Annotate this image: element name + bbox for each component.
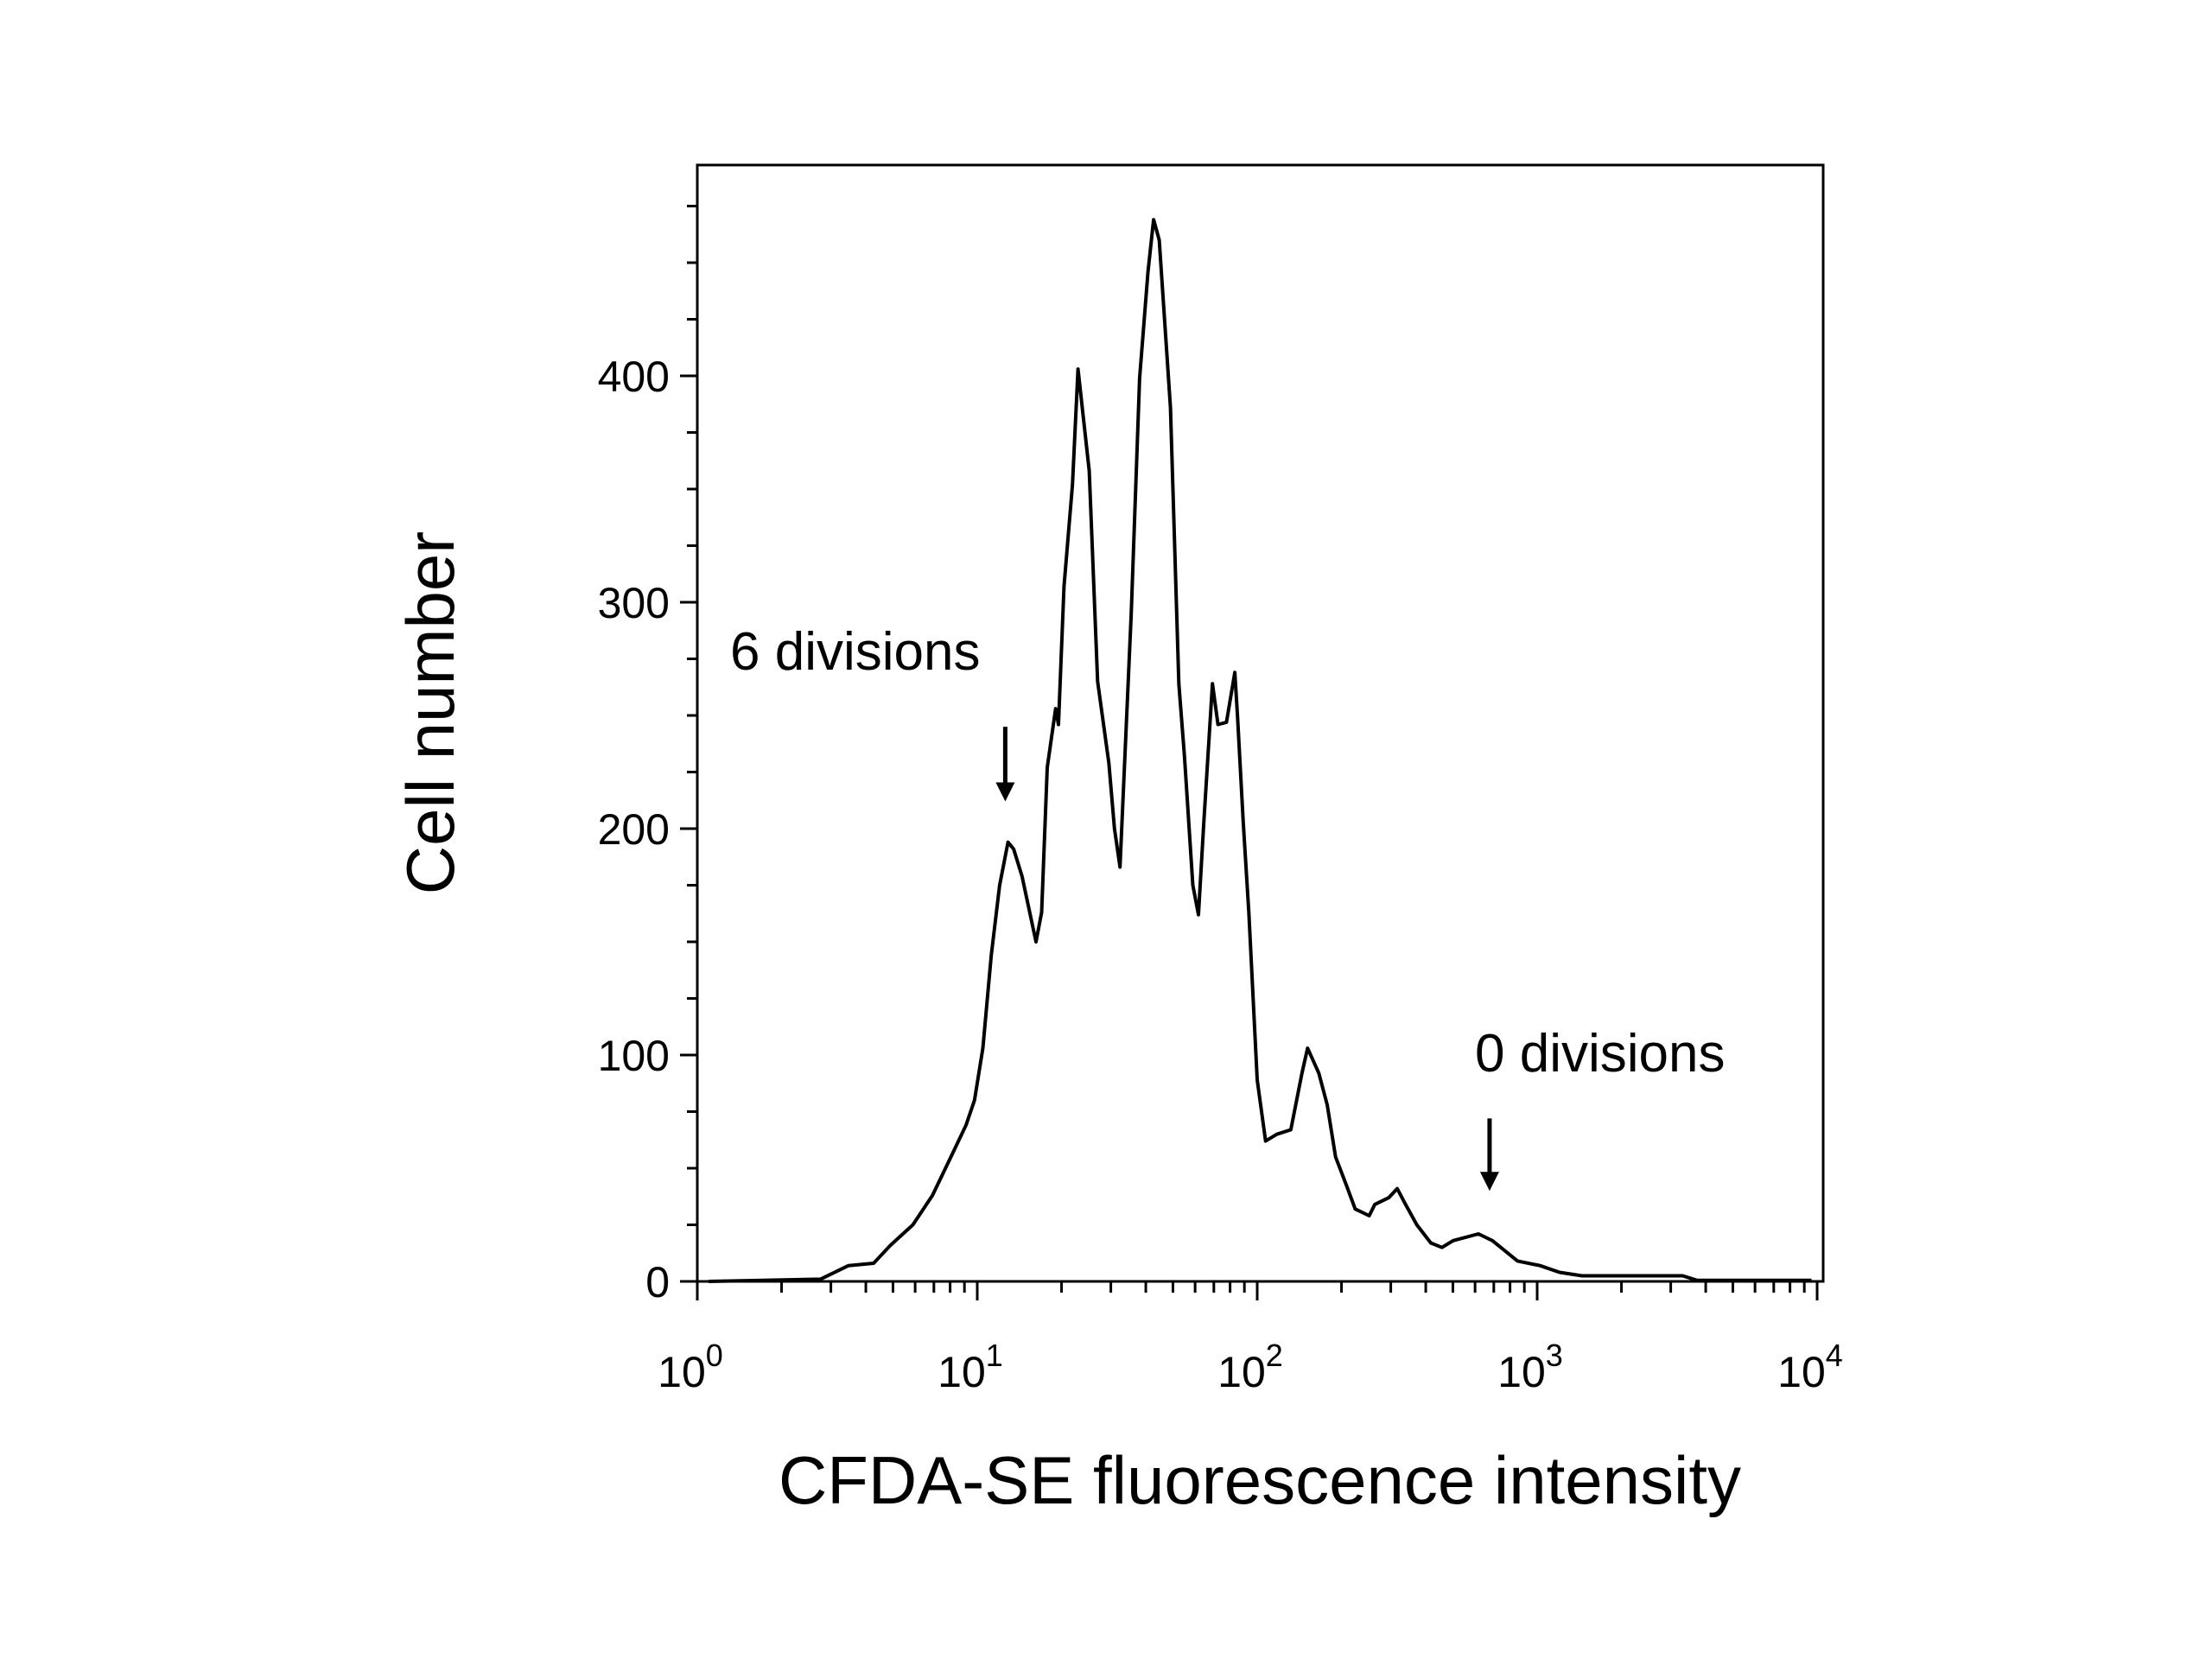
y-axis-label: Cell number [392,531,468,895]
histogram-line [708,218,1812,1283]
y-axis-ticks: 0 100 200 300 400 [598,205,697,1306]
annotation-label: 6 divisions [730,622,980,682]
y-tick-label: 200 [598,805,670,854]
x-tick-label: 103 [1497,1338,1563,1396]
annotation-arrow-head [995,782,1015,802]
annotation-label: 0 divisions [1475,1024,1725,1084]
annotation-arrow-head [1479,1172,1499,1192]
plot-frame [696,163,1825,1283]
y-tick-label: 400 [598,353,670,401]
x-tick-label: 101 [938,1338,1003,1396]
x-axis-label: CFDA-SE fluorescence intensity [779,1442,1741,1518]
y-tick-label: 100 [598,1032,670,1080]
x-axis-ticks: 100 101 102 103 104 [658,1281,1843,1396]
annotations: 6 divisions 0 divisions [730,622,1725,1192]
x-tick-label: 102 [1217,1338,1283,1396]
y-tick-label: 0 [645,1258,670,1306]
x-tick-label: 104 [1777,1338,1843,1396]
y-tick-label: 300 [598,579,670,627]
x-tick-label: 100 [658,1338,723,1396]
